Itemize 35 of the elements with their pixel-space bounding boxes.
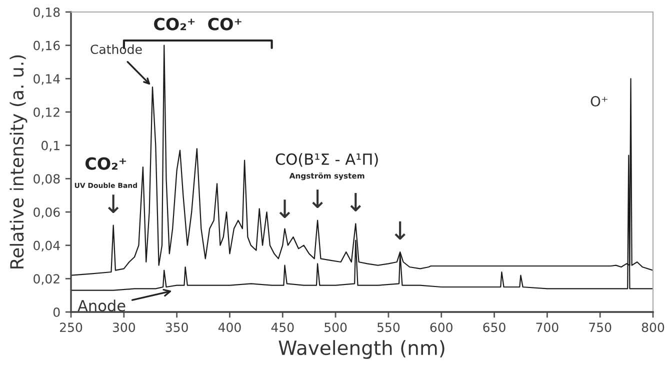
y-tick-label: 0,08 [34, 174, 60, 185]
x-tick-label: 350 [166, 322, 188, 332]
x-tick-label: 750 [589, 322, 612, 332]
annotation: ↓ [312, 190, 323, 208]
x-tick-label: 400 [218, 322, 241, 332]
annotation: CO₂⁺ CO⁺ [154, 18, 242, 30]
y-tick-label: 0,1 [42, 140, 60, 152]
x-tick-label: 250 [60, 322, 82, 332]
annotation: Anode [78, 300, 126, 312]
x-tick-label: 800 [642, 322, 664, 332]
x-tick-label: 650 [483, 322, 506, 332]
x-axis-title: Wavelength (nm) [278, 340, 444, 359]
y-axis-title: Relative intensity (a. u.) [10, 55, 28, 268]
x-tick-label: 500 [324, 322, 347, 332]
y-tick-label: 0,02 [34, 274, 60, 285]
annotation: CO(B¹Σ - A¹Π) [276, 153, 378, 167]
y-tick-label: 0,06 [34, 207, 60, 218]
y-tick-label: 0,18 [34, 7, 60, 18]
y-tick-label: 0,16 [34, 40, 60, 52]
annotation: ↓ [350, 193, 361, 212]
annotation: ↓ [279, 200, 290, 218]
annotation: Cathode [90, 44, 142, 54]
annotation: ↓ [108, 194, 119, 213]
annotation: ↓ [394, 221, 406, 240]
x-tick-label: 450 [271, 322, 294, 332]
x-tick-label: 300 [112, 322, 136, 332]
x-tick-label: 700 [536, 322, 558, 332]
y-tick-label: 0,04 [34, 240, 60, 252]
annotation: O⁺ [590, 96, 608, 107]
y-tick-label: 0,12 [34, 107, 60, 118]
x-tick-label: 550 [377, 322, 400, 332]
y-tick-label: 0 [53, 307, 60, 317]
annotation: CO₂⁺ [86, 157, 126, 170]
x-tick-label: 600 [430, 322, 452, 332]
y-tick-label: 0,14 [34, 74, 60, 85]
